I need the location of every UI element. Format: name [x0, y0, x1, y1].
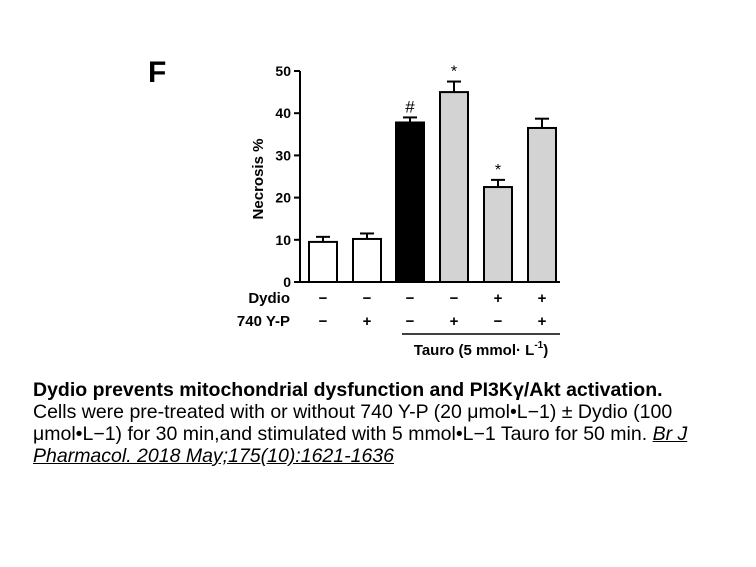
- tauro-group-label: Tauro (5 mmol· L-1): [414, 340, 548, 359]
- condition-sign: −: [494, 313, 503, 330]
- condition-sign: −: [319, 313, 328, 330]
- condition-label: 740 Y-P: [237, 313, 290, 330]
- figure-caption: Dydio prevents mitochondrial dysfunction…: [33, 379, 733, 467]
- condition-sign: +: [538, 313, 547, 330]
- figure: F Necrosis % 0 10 20 30 40 50 # * * Dydio − − − − + +…: [148, 56, 560, 359]
- condition-sign: −: [406, 313, 415, 330]
- panel-label: F: [148, 56, 166, 89]
- condition-sign: −: [406, 290, 415, 307]
- y-tick-label: 50: [275, 63, 291, 79]
- condition-sign: −: [363, 290, 372, 307]
- citation-link[interactable]: Br J Pharmacol. 2018 May;175(10):1621-16…: [33, 423, 688, 467]
- condition-sign: +: [494, 290, 503, 307]
- condition-label: Dydio: [248, 290, 290, 307]
- bar: [395, 121, 425, 284]
- caption-body: Cells were pre-treated with or without 7…: [33, 401, 673, 445]
- condition-sign: +: [450, 313, 459, 330]
- bar: [527, 126, 557, 283]
- y-tick-label: 30: [275, 147, 291, 163]
- bar: [439, 91, 469, 283]
- condition-sign: +: [538, 290, 547, 307]
- caption-title: Dydio prevents mitochondrial dysfunction…: [33, 379, 663, 401]
- significance-marker: *: [451, 64, 457, 81]
- bar: [308, 240, 338, 284]
- necrosis-bar-chart: F Necrosis % 0 10 20 30 40 50 # * * Dydio − − − − + +…: [148, 56, 560, 359]
- condition-sign: −: [450, 290, 459, 307]
- condition-sign: −: [319, 290, 328, 307]
- bar: [483, 186, 513, 283]
- bar: [352, 237, 382, 283]
- y-axis-label: Necrosis %: [250, 139, 267, 220]
- y-tick-label: 40: [275, 105, 291, 121]
- y-tick-label: 20: [275, 190, 291, 206]
- y-tick-label: 10: [275, 232, 291, 248]
- y-tick-label: 0: [283, 274, 291, 290]
- condition-sign: +: [363, 313, 372, 330]
- significance-marker: *: [495, 162, 501, 179]
- significance-marker: #: [405, 97, 415, 116]
